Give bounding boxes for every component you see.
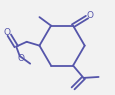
Text: O: O <box>17 54 24 63</box>
Text: O: O <box>86 11 93 20</box>
Text: O: O <box>3 28 10 37</box>
